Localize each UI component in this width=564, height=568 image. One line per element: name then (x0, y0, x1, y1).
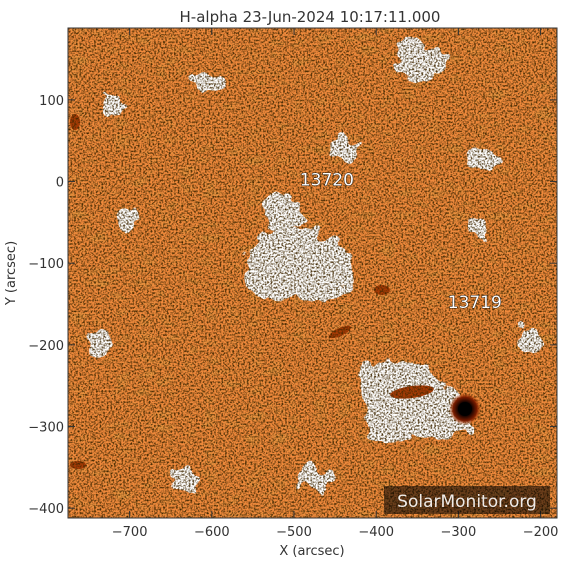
watermark: SolarMonitor.org (397, 492, 537, 512)
y-tick-label: −200 (28, 339, 64, 354)
y-tick-label: 100 (39, 94, 64, 109)
figure-title: H-alpha 23-Jun-2024 10:17:11.000 (180, 8, 441, 26)
x-tick-label: −300 (441, 525, 477, 540)
x-tick-label: −200 (523, 525, 559, 540)
active-region-labels: 13720 13719 (299, 170, 502, 313)
x-tick-label: −600 (194, 525, 230, 540)
plot-frame (67, 27, 558, 519)
y-tick-label: 0 (56, 176, 64, 191)
active-region-label: 13719 (448, 293, 502, 313)
sunspot-umbra (458, 402, 472, 416)
x-tick-label: −700 (112, 525, 148, 540)
y-axis-ticks: 100 0 −100 −200 −300 −400 (28, 94, 557, 517)
y-tick-label: −400 (28, 502, 64, 517)
y-tick-label: −100 (28, 257, 64, 272)
watermark-background (384, 486, 550, 514)
solar-disk-image (68, 28, 557, 518)
active-region-label: 13720 (300, 171, 354, 191)
x-axis-ticks: −700 −600 −500 −400 −300 −200 (112, 28, 559, 540)
x-axis-label: X (arcsec) (279, 544, 344, 559)
y-tick-label: −300 (28, 421, 64, 436)
x-tick-label: −500 (276, 525, 312, 540)
y-axis-label: Y (arcsec) (4, 241, 19, 306)
grain-overlay (68, 28, 557, 518)
x-tick-label: −400 (358, 525, 394, 540)
